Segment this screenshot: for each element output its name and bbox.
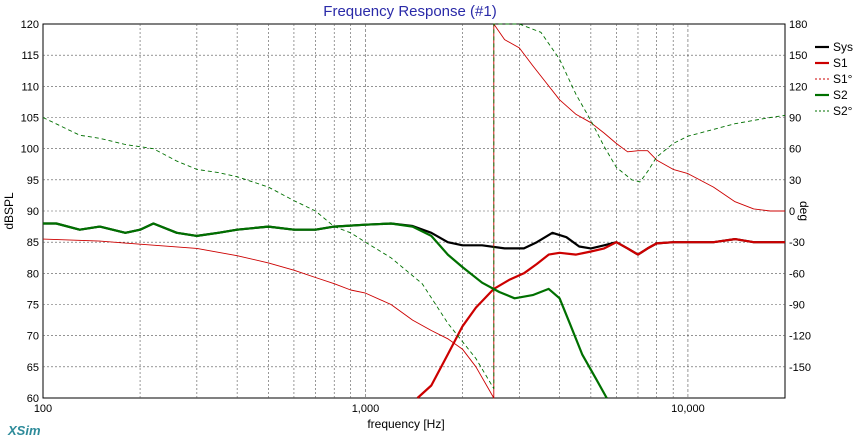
series-line-s2 [43, 222, 608, 399]
y-tick-label: 70 [27, 331, 39, 343]
legend-label: S1° [833, 72, 853, 86]
grid [43, 24, 785, 398]
y2-tick-label: -30 [789, 237, 805, 249]
x-axis-ticks: 100 1,000 10,000 [34, 403, 705, 415]
y2-tick-label: 150 [789, 50, 807, 62]
y-tick-label: 90 [27, 206, 39, 218]
legend-label: Sys [833, 40, 853, 54]
y-axis-ticks: 60 65 70 75 80 85 90 95 100 105 110 115 120 [21, 19, 39, 405]
y2-tick-label: 90 [789, 113, 801, 125]
legend-label: S2 [833, 88, 848, 102]
xsim-logo: XSim [7, 423, 41, 438]
y-tick-label: 80 [27, 268, 39, 280]
x-axis-label: frequency [Hz] [367, 417, 444, 431]
y2-tick-label: 180 [789, 19, 807, 31]
legend-label: S1 [833, 56, 848, 70]
y2-tick-label: 0 [789, 206, 795, 218]
legend: Sys S1 S1° S2 S2° [815, 40, 853, 118]
y-axis-label: dBSPL [2, 192, 16, 230]
x-tick-label: 1,000 [352, 403, 380, 415]
y-tick-label: 75 [27, 300, 39, 312]
y-tick-label: 65 [27, 362, 39, 374]
y2-tick-label: -60 [789, 268, 805, 280]
y2-tick-label: -120 [789, 331, 811, 343]
x-tick-label: 100 [34, 403, 52, 415]
y2-tick-label: 30 [789, 175, 801, 187]
y2-tick-label: -150 [789, 362, 811, 374]
y-tick-label: 100 [21, 144, 39, 156]
series-layer [42, 23, 786, 399]
y2-tick-label: -90 [789, 300, 805, 312]
y2-axis-label: deg [797, 201, 811, 221]
y-tick-label: 115 [21, 50, 39, 62]
y-tick-label: 85 [27, 237, 39, 249]
series-line-s1 [416, 238, 785, 399]
series-line-s1-phase [42, 23, 785, 399]
y-tick-label: 110 [21, 81, 39, 93]
y-tick-label: 95 [27, 175, 39, 187]
y2-axis-ticks: -150 -120 -90 -60 -30 0 30 60 90 120 150 180 [789, 19, 811, 374]
y2-tick-label: 120 [789, 81, 807, 93]
y2-tick-label: 60 [789, 144, 801, 156]
chart-title: Frequency Response (#1) [323, 3, 496, 20]
y-tick-label: 120 [21, 19, 39, 31]
legend-label: S2° [833, 104, 853, 118]
y-tick-label: 60 [27, 393, 39, 405]
x-tick-label: 10,000 [671, 403, 705, 415]
y-tick-label: 105 [21, 113, 39, 125]
plot-area [42, 23, 786, 399]
series-line-s2-phase [42, 23, 786, 390]
